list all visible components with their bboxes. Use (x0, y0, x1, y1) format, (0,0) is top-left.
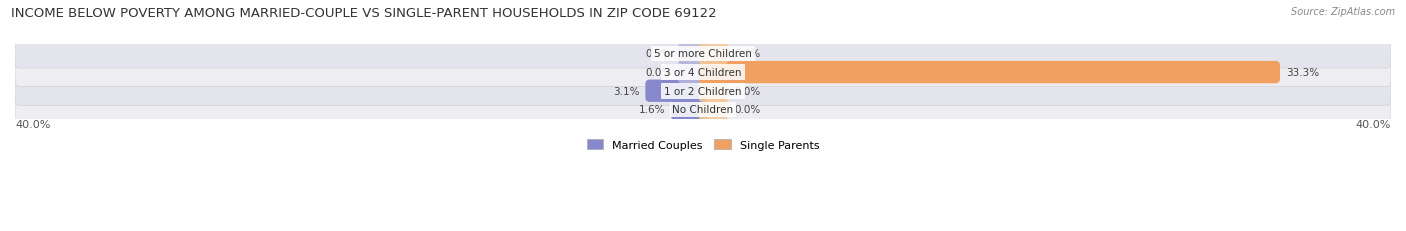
Text: 0.0%: 0.0% (734, 49, 761, 59)
FancyBboxPatch shape (699, 99, 728, 121)
Text: 0.0%: 0.0% (734, 86, 761, 96)
FancyBboxPatch shape (699, 62, 1279, 84)
Text: Source: ZipAtlas.com: Source: ZipAtlas.com (1291, 7, 1395, 17)
FancyBboxPatch shape (15, 58, 1391, 87)
Legend: Married Couples, Single Parents: Married Couples, Single Parents (582, 135, 824, 154)
FancyBboxPatch shape (645, 80, 707, 103)
Text: 1.6%: 1.6% (638, 105, 665, 115)
Text: 3.1%: 3.1% (613, 86, 640, 96)
FancyBboxPatch shape (15, 95, 1391, 124)
FancyBboxPatch shape (678, 62, 707, 84)
FancyBboxPatch shape (671, 99, 707, 121)
Text: 0.0%: 0.0% (645, 49, 672, 59)
Text: 3 or 4 Children: 3 or 4 Children (664, 68, 742, 78)
Text: 40.0%: 40.0% (15, 119, 51, 130)
Text: 0.0%: 0.0% (734, 105, 761, 115)
Text: 1 or 2 Children: 1 or 2 Children (664, 86, 742, 96)
Text: INCOME BELOW POVERTY AMONG MARRIED-COUPLE VS SINGLE-PARENT HOUSEHOLDS IN ZIP COD: INCOME BELOW POVERTY AMONG MARRIED-COUPL… (11, 7, 717, 20)
Text: 40.0%: 40.0% (1355, 119, 1391, 130)
FancyBboxPatch shape (699, 80, 728, 103)
FancyBboxPatch shape (15, 77, 1391, 106)
FancyBboxPatch shape (699, 43, 728, 65)
FancyBboxPatch shape (678, 43, 707, 65)
Text: 0.0%: 0.0% (645, 68, 672, 78)
FancyBboxPatch shape (15, 40, 1391, 69)
Text: No Children: No Children (672, 105, 734, 115)
Text: 33.3%: 33.3% (1286, 68, 1319, 78)
Text: 5 or more Children: 5 or more Children (654, 49, 752, 59)
